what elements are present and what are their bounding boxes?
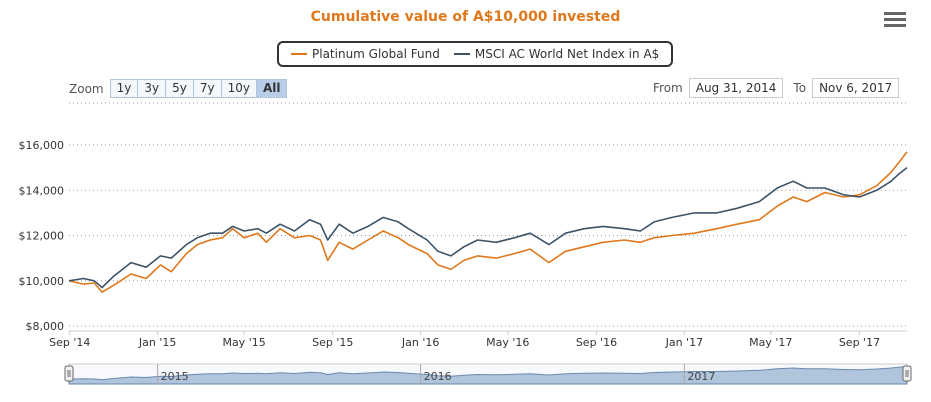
x-tick-label: Jan '16 (401, 336, 439, 349)
legend-swatch (453, 53, 470, 55)
x-tick-label: Jan '17 (665, 336, 703, 349)
zoom-7y-button[interactable]: 7y (193, 79, 222, 98)
x-tick-label: Jan '15 (138, 336, 176, 349)
legend-label: MSCI AC World Net Index in A$ (474, 47, 660, 61)
navigator-year-label: 2016 (424, 370, 452, 383)
series-line-msci-index (68, 166, 908, 289)
legend-item-platinum-global-fund[interactable]: Platinum Global Fund (291, 47, 440, 61)
navigator-series-area (68, 365, 908, 385)
zoom-label: Zoom (69, 81, 104, 96)
navigator-year-label: 2017 (687, 370, 715, 383)
legend-swatch (291, 53, 307, 55)
zoom-10y-button[interactable]: 10y (221, 79, 257, 98)
y-tick-label: $8,000 (26, 320, 65, 333)
chart-title: Cumulative value of A$10,000 invested (310, 9, 621, 25)
from-label: From (653, 81, 683, 95)
hamburger-menu-icon[interactable] (884, 12, 906, 32)
navigator-left-handle (64, 365, 74, 382)
y-tick-label: $10,000 (19, 275, 65, 288)
navigator-frame (68, 363, 908, 385)
x-tick-label: May '17 (749, 336, 792, 349)
zoom-5y-button[interactable]: 5y (166, 79, 194, 98)
y-tick-label: $16,000 (19, 139, 65, 152)
to-date-input[interactable]: Nov 6, 2017 (812, 78, 900, 98)
legend-label: Platinum Global Fund (312, 47, 440, 61)
y-tick-label: $12,000 (19, 230, 65, 243)
legend: Platinum Global Fund MSCI AC World Net I… (277, 41, 674, 67)
zoom-selector: Zoom 1y 3y 5y 7y 10y All (69, 79, 288, 98)
navigator-year-label: 2015 (161, 370, 189, 383)
series-line-platinum-global-fund (68, 151, 908, 293)
x-tick-label: Sep '17 (839, 336, 880, 349)
zoom-all-button[interactable]: All (256, 79, 288, 98)
zoom-1y-button[interactable]: 1y (109, 79, 139, 98)
x-tick-label: May '16 (486, 336, 529, 349)
x-tick-label: May '15 (222, 336, 265, 349)
from-date-input[interactable]: Aug 31, 2014 (688, 78, 784, 98)
x-tick-label: Sep '14 (49, 336, 90, 349)
legend-item-msci-index[interactable]: MSCI AC World Net Index in A$ (453, 47, 660, 61)
zoom-3y-button[interactable]: 3y (138, 79, 167, 98)
y-tick-label: $14,000 (19, 184, 65, 197)
x-tick-label: Sep '15 (312, 336, 353, 349)
date-range-inputs: From Aug 31, 2014 To Nov 6, 2017 (653, 78, 900, 98)
x-tick-label: Sep '16 (576, 336, 617, 349)
navigator-right-handle (902, 365, 912, 382)
to-label: To (793, 81, 807, 95)
